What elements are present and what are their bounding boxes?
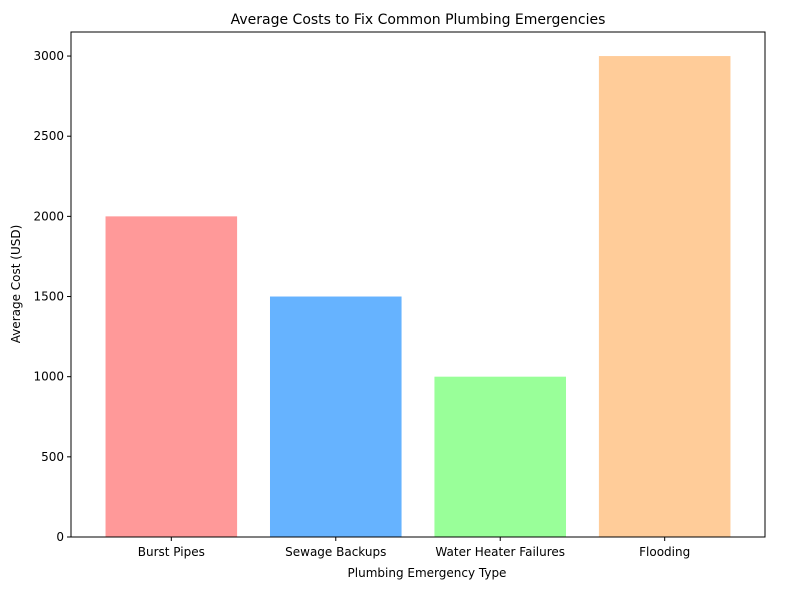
bar-sewage-backups — [269, 296, 402, 537]
bar-flooding — [598, 56, 731, 538]
x-tick-label: Flooding — [639, 545, 690, 559]
y-tick-label: 1000 — [33, 370, 64, 384]
y-tick-label: 1500 — [33, 290, 64, 304]
plot-frame — [70, 31, 766, 538]
y-tick-label: 2000 — [33, 209, 64, 223]
bar-water-heater-failures — [434, 376, 567, 537]
y-tick-label: 3000 — [33, 49, 64, 63]
x-axis-label: Plumbing Emergency Type — [348, 566, 507, 580]
bar-burst-pipes — [105, 216, 238, 537]
y-tick-label: 0 — [56, 530, 64, 544]
chart-title: Average Costs to Fix Common Plumbing Eme… — [231, 12, 606, 28]
y-axis-label: Average Cost (USD) — [9, 225, 23, 344]
y-tick-label: 500 — [41, 450, 64, 464]
x-tick-label: Burst Pipes — [138, 545, 205, 559]
x-tick-label: Sewage Backups — [285, 545, 386, 559]
x-tick-label: Water Heater Failures — [435, 545, 565, 559]
y-tick-label: 2500 — [33, 129, 64, 143]
